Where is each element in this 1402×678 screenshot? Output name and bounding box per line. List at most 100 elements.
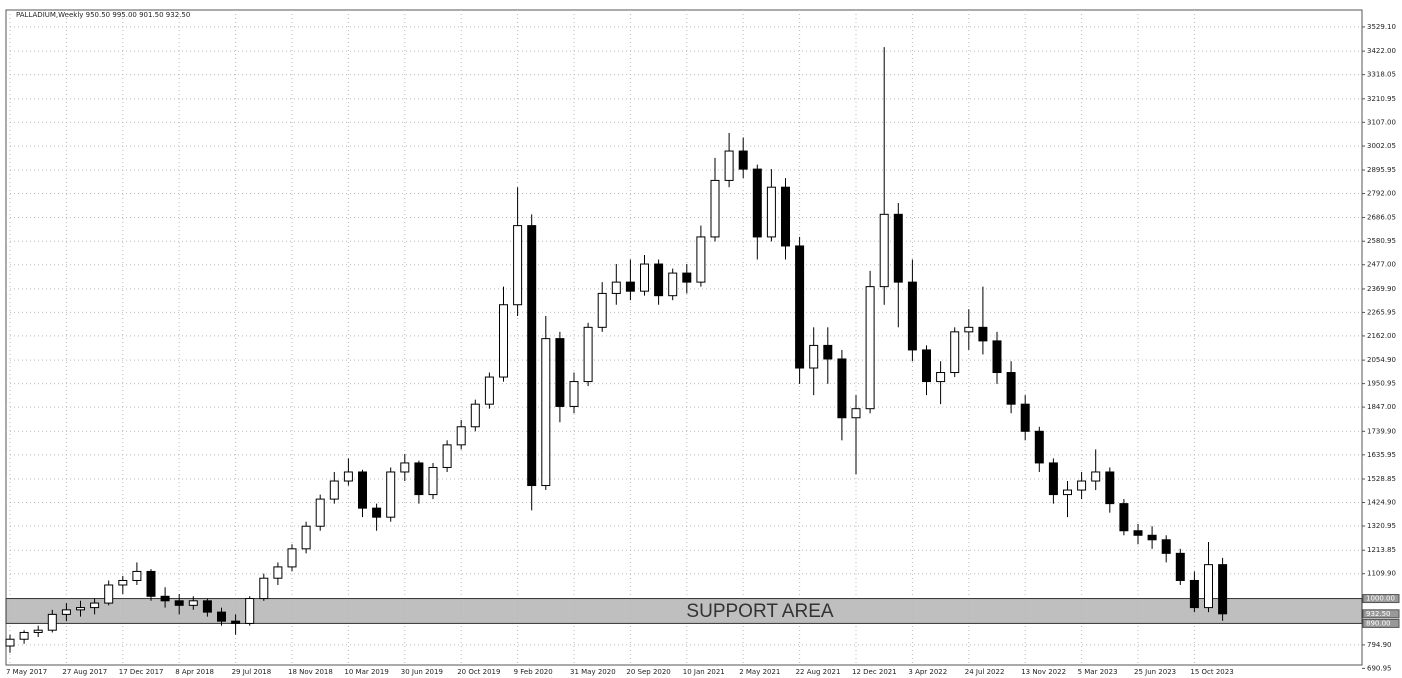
candle-body — [865, 286, 875, 410]
candle-body — [428, 466, 438, 496]
candle-body — [118, 579, 128, 586]
candle-body — [5, 638, 15, 647]
y-tick-label: 1635.95 — [1367, 451, 1396, 459]
candle-body — [583, 326, 593, 383]
x-tick-label: 31 May 2020 — [570, 668, 616, 676]
y-tick-label: 3529.10 — [1367, 23, 1396, 31]
y-tick-label: 2580.95 — [1367, 237, 1396, 245]
candle-body — [104, 584, 114, 604]
candle-body — [90, 602, 100, 609]
candle-body — [597, 292, 607, 328]
candle-body — [160, 595, 170, 602]
candle-body — [879, 213, 889, 288]
x-tick-label: 18 Nov 2018 — [288, 668, 333, 676]
y-tick-label: 3210.95 — [1367, 95, 1396, 103]
x-tick-label: 25 Jun 2023 — [1134, 668, 1176, 676]
candle-body — [1020, 403, 1030, 432]
candle-body — [527, 225, 537, 487]
candle-body — [33, 629, 43, 633]
candle-body — [992, 340, 1002, 374]
candle-body — [1133, 530, 1143, 536]
chart-header: PALLADIUM,Weekly 950.50 995.00 901.50 93… — [16, 11, 190, 19]
y-tick-label: 794.90 — [1367, 641, 1392, 649]
x-tick-label: 3 Apr 2022 — [908, 668, 947, 676]
candle-body — [893, 213, 903, 283]
price-label: 932.50 — [1366, 610, 1391, 618]
y-tick-label: 1847.00 — [1367, 403, 1396, 411]
candle-body — [372, 507, 382, 518]
x-tick-label: 7 May 2017 — [6, 668, 47, 676]
x-tick-label: 9 Feb 2020 — [514, 668, 553, 676]
candle-body — [978, 326, 988, 342]
y-tick-label: 3318.05 — [1367, 71, 1396, 79]
candle-body — [766, 186, 776, 238]
candle-body — [625, 281, 635, 292]
candle-body — [710, 179, 720, 238]
candle-body — [922, 349, 931, 383]
candle-body — [329, 480, 339, 500]
candle-body — [61, 609, 71, 615]
x-tick-label: 27 Aug 2017 — [62, 668, 107, 676]
y-tick-label: 1320.95 — [1367, 522, 1396, 530]
y-tick-label: 1950.95 — [1367, 380, 1396, 388]
candle-body — [202, 600, 212, 613]
candle-body — [273, 566, 283, 579]
candle-body — [795, 245, 805, 369]
candle-body — [442, 444, 452, 468]
candle-body — [724, 150, 734, 181]
candle-body — [696, 236, 706, 283]
x-tick-label: 10 Jan 2021 — [683, 668, 725, 676]
candle-body — [174, 600, 184, 606]
price-label-box — [1362, 609, 1400, 619]
y-tick-label: 2686.05 — [1367, 213, 1396, 221]
candle-body — [259, 577, 269, 600]
candle-body — [907, 281, 917, 351]
x-tick-label: 24 Jul 2022 — [965, 668, 1005, 676]
candle-body — [146, 570, 156, 597]
candle-body — [1161, 539, 1171, 554]
y-tick-label: 3002.05 — [1367, 142, 1396, 150]
candle-body — [611, 281, 621, 294]
candle-body — [851, 408, 861, 419]
x-tick-label: 12 Dec 2021 — [852, 668, 897, 676]
y-tick-label: 1213.85 — [1367, 546, 1396, 554]
candle-body — [964, 326, 974, 333]
price-label: 1000.00 — [1366, 595, 1395, 603]
candle-body — [1077, 480, 1087, 491]
x-tick-label: 22 Aug 2021 — [796, 668, 841, 676]
candle-body — [343, 471, 353, 482]
candle-body — [1204, 564, 1213, 609]
candle-body — [456, 426, 466, 446]
y-tick-label: 2369.90 — [1367, 285, 1396, 293]
x-tick-label: 5 Mar 2023 — [1078, 668, 1118, 676]
candle-body — [315, 498, 325, 527]
y-tick-label: 3107.00 — [1367, 118, 1396, 126]
candle-body — [1175, 552, 1185, 581]
candle-body — [414, 462, 424, 496]
candle-body — [19, 631, 29, 640]
candle-body — [513, 225, 523, 306]
x-tick-label: 20 Oct 2019 — [457, 668, 500, 676]
candle-body — [738, 150, 748, 170]
y-tick-label: 2792.00 — [1367, 190, 1396, 198]
x-tick-label: 17 Dec 2017 — [119, 668, 164, 676]
x-tick-label: 13 Nov 2022 — [1021, 668, 1066, 676]
candle-body — [132, 570, 142, 581]
y-tick-label: 2477.00 — [1367, 261, 1396, 269]
price-label: 890.00 — [1366, 619, 1391, 627]
candle-body — [231, 620, 241, 624]
candle-body — [470, 403, 480, 428]
support-area — [5, 598, 1363, 624]
candle-body — [1048, 462, 1058, 496]
candle-body — [823, 344, 833, 360]
y-tick-label: 1739.90 — [1367, 427, 1396, 435]
candle-body — [1218, 564, 1228, 615]
candle-body — [188, 600, 198, 606]
candle-body — [484, 376, 494, 405]
candle-body — [640, 263, 649, 292]
candle-body — [358, 471, 367, 509]
x-tick-label: 30 Jun 2019 — [401, 668, 443, 676]
candle-body — [499, 304, 508, 378]
x-tick-label: 20 Sep 2020 — [626, 668, 670, 676]
